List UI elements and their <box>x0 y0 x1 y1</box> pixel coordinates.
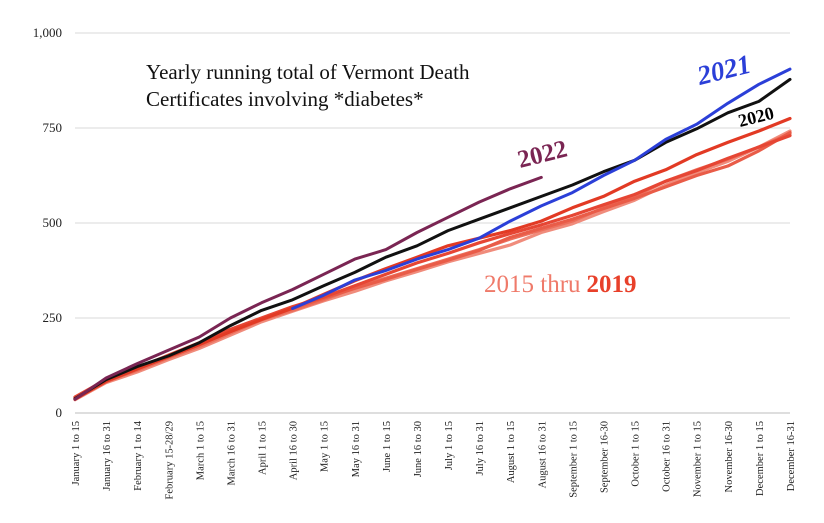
series-line-2020 <box>73 77 792 401</box>
series-line-2022 <box>73 175 543 401</box>
y-tick-label: 250 <box>43 310 63 325</box>
y-tick-label: 1,000 <box>33 25 62 40</box>
series-lines <box>73 67 792 402</box>
x-tick-label: July 16 to 31 <box>475 421 486 476</box>
x-tick-label: December 16-31 <box>786 421 797 491</box>
x-tick-label: November 16-30 <box>724 421 735 492</box>
x-tick-label: August 1 to 15 <box>506 421 517 483</box>
series-label-2022: 2022 <box>515 136 570 174</box>
x-tick-label: January 1 to 15 <box>71 421 82 485</box>
series-line-2017 <box>73 131 792 401</box>
x-tick-label: April 16 to 30 <box>289 421 300 480</box>
x-tick-label: August 16 to 31 <box>537 421 548 488</box>
x-tick-label: March 16 to 31 <box>226 421 237 485</box>
x-tick-label: February 15-28/29 <box>164 421 175 499</box>
chart-title-line-1: Yearly running total of Vermont Death <box>146 60 470 84</box>
gridlines <box>75 32 790 414</box>
x-tick-label: November 1 to 15 <box>693 421 704 497</box>
range-label-prefix: 2015 thru <box>484 271 581 298</box>
chart-title-line-2: Certificates involving *diabetes* <box>146 87 424 111</box>
x-tick-label: March 1 to 15 <box>195 421 206 480</box>
x-tick-label: April 1 to 15 <box>258 421 269 475</box>
range-label-suffix: 2019 <box>587 271 637 298</box>
y-tick-label: 500 <box>43 215 63 230</box>
chart-title: Yearly running total of Vermont Death Ce… <box>146 60 470 111</box>
x-tick-label: September 16-30 <box>599 421 610 493</box>
x-tick-label: October 1 to 15 <box>631 421 642 487</box>
x-tick-label: July 1 to 15 <box>444 421 455 470</box>
x-tick-label: January 16 to 31 <box>102 421 113 491</box>
range-label: 2015 thru 2019 <box>484 271 637 298</box>
x-tick-label: September 1 to 15 <box>568 421 579 498</box>
x-tick-label: February 1 to 14 <box>133 420 144 490</box>
series-line-2021 <box>291 67 792 310</box>
series-line-2015 <box>73 129 792 402</box>
x-tick-label: May 1 to 15 <box>320 421 331 472</box>
series-label-2021: 2021 <box>693 49 754 91</box>
x-axis-ticks: January 1 to 15 January 16 to 31 February … <box>71 420 797 499</box>
x-tick-label: December 1 to 15 <box>755 421 766 496</box>
y-tick-label: 0 <box>56 405 63 420</box>
x-tick-label: May 16 to 31 <box>351 421 362 477</box>
x-tick-label: June 16 to 30 <box>413 421 424 477</box>
x-tick-label: June 1 to 15 <box>382 421 393 472</box>
x-tick-label: October 16 to 31 <box>662 421 673 492</box>
y-axis-ticks: 0 250 500 750 1,000 <box>33 25 62 420</box>
series-line-2019 <box>73 116 792 401</box>
y-tick-label: 750 <box>43 120 63 135</box>
